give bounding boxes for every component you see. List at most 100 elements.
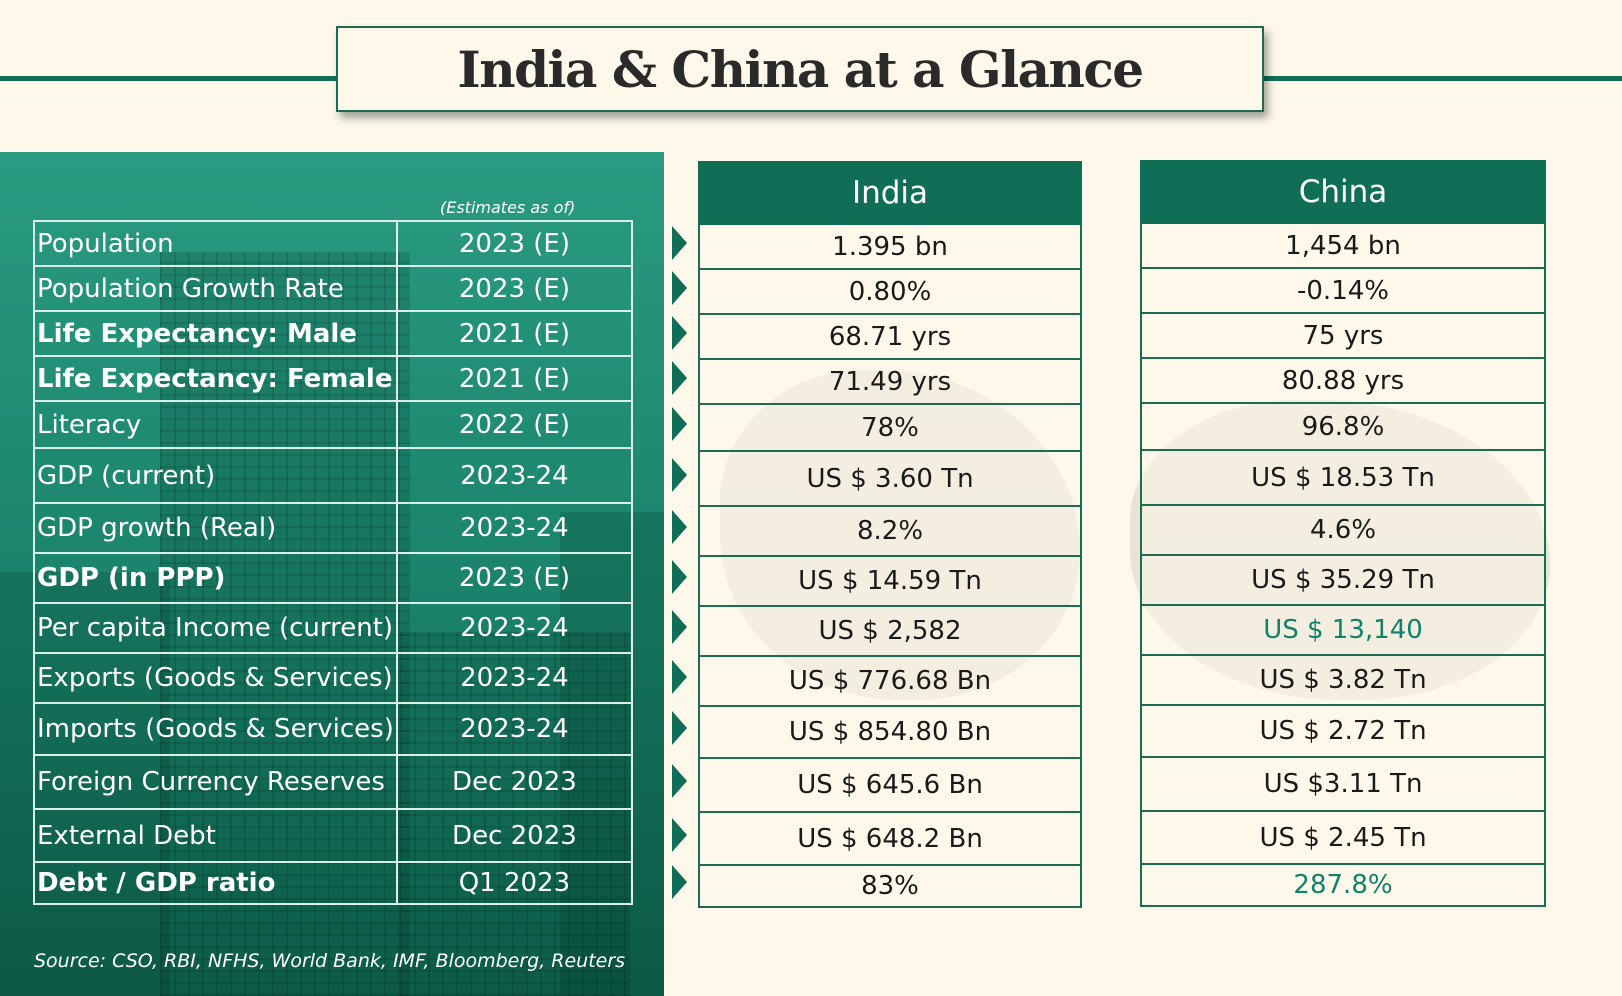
table-row: 71.49 yrs — [698, 358, 1082, 405]
china-value: 75 yrs — [1140, 312, 1546, 359]
estimate-period: 2023-24 — [395, 652, 634, 704]
china-value: 80.88 yrs — [1140, 357, 1546, 404]
china-header: China — [1140, 160, 1546, 224]
india-value: US $ 854.80 Bn — [698, 705, 1082, 759]
india-value: 68.71 yrs — [698, 313, 1082, 360]
indicator-label: Life Expectancy: Female — [33, 355, 398, 402]
indicator-table: Population 2023 (E) Population Growth Rate… — [33, 220, 634, 905]
table-row: 83% — [698, 864, 1082, 908]
india-value: 78% — [698, 403, 1082, 452]
table-row: 287.8% — [1140, 863, 1546, 907]
china-value: US $3.11 Tn — [1140, 756, 1546, 812]
india-table: India 1.395 bn 0.80% 68.71 yrs 71.49 yrs 78%… — [698, 161, 1082, 908]
india-value: US $ 776.68 Bn — [698, 655, 1082, 707]
table-row: Life Expectancy: Male 2021 (E) — [33, 310, 634, 357]
table-row: US $ 2.45 Tn — [1140, 810, 1546, 865]
estimate-period: 2023-24 — [395, 702, 634, 756]
table-row: 1,454 bn — [1140, 222, 1546, 269]
table-row: Imports (Goods & Services) 2023-24 — [33, 702, 634, 756]
indicator-label: GDP (current) — [33, 447, 398, 504]
row-arrow-icon — [672, 711, 687, 745]
indicator-label: GDP growth (Real) — [33, 502, 398, 554]
table-row: 1.395 bn — [698, 223, 1082, 270]
row-arrow-icon — [672, 817, 687, 852]
table-row: US $ 645.6 Bn — [698, 757, 1082, 813]
indicator-label: External Debt — [33, 808, 398, 863]
india-value: US $ 645.6 Bn — [698, 757, 1082, 813]
table-row: GDP growth (Real) 2023-24 — [33, 502, 634, 554]
table-row: US $ 2,582 — [698, 605, 1082, 657]
title-rule-right — [1264, 76, 1622, 81]
table-row: Per capita Income (current) 2023-24 — [33, 602, 634, 654]
indicator-label: Literacy — [33, 400, 398, 449]
estimates-note: (Estimates as of) — [440, 198, 576, 217]
estimate-period: 2023 (E) — [395, 220, 634, 267]
indicator-label: Per capita Income (current) — [33, 602, 398, 654]
row-arrow-icon — [672, 406, 687, 441]
indicator-label: Exports (Goods & Services) — [33, 652, 398, 704]
row-arrow-icon — [672, 865, 687, 899]
table-row: 96.8% — [1140, 402, 1546, 451]
estimate-period: Dec 2023 — [395, 808, 634, 863]
china-value: US $ 2.45 Tn — [1140, 810, 1546, 865]
india-value: US $ 3.60 Tn — [698, 450, 1082, 507]
china-table: China 1,454 bn -0.14% 75 yrs 80.88 yrs 96.8%… — [1140, 160, 1546, 907]
indicator-label: Population — [33, 220, 398, 267]
india-value: US $ 2,582 — [698, 605, 1082, 657]
row-arrow-icon — [672, 225, 687, 260]
estimate-period: Q1 2023 — [395, 861, 634, 905]
table-row: US $ 2.72 Tn — [1140, 704, 1546, 758]
row-arrow-icon — [672, 270, 687, 305]
row-arrow-icon — [672, 457, 687, 492]
china-value: 287.8% — [1140, 863, 1546, 907]
table-row: US $ 14.59 Tn — [698, 555, 1082, 607]
row-arrow-icon — [672, 560, 687, 594]
indicator-label: GDP (in PPP) — [33, 552, 398, 604]
row-arrow-icon — [672, 660, 687, 694]
table-row: External Debt Dec 2023 — [33, 808, 634, 863]
estimate-period: 2023-24 — [395, 447, 634, 504]
china-value: 4.6% — [1140, 504, 1546, 556]
india-value: US $ 14.59 Tn — [698, 555, 1082, 607]
table-row: Foreign Currency Reserves Dec 2023 — [33, 754, 634, 810]
china-value: -0.14% — [1140, 267, 1546, 314]
estimate-period: 2021 (E) — [395, 355, 634, 402]
china-value: 1,454 bn — [1140, 222, 1546, 269]
table-row: Population 2023 (E) — [33, 220, 634, 267]
china-value: US $ 2.72 Tn — [1140, 704, 1546, 758]
estimate-period: 2023-24 — [395, 502, 634, 554]
china-value: US $ 18.53 Tn — [1140, 449, 1546, 506]
table-row: GDP (current) 2023-24 — [33, 447, 634, 504]
table-row: US $3.11 Tn — [1140, 756, 1546, 812]
estimate-period: Dec 2023 — [395, 754, 634, 810]
table-row: 78% — [698, 403, 1082, 452]
row-arrow-icon — [672, 764, 687, 798]
estimate-period: 2023 (E) — [395, 552, 634, 604]
table-row: US $ 35.29 Tn — [1140, 554, 1546, 606]
china-value: US $ 3.82 Tn — [1140, 654, 1546, 706]
row-arrow-icon — [672, 360, 687, 395]
table-row: Literacy 2022 (E) — [33, 400, 634, 449]
indicator-label: Debt / GDP ratio — [33, 861, 398, 905]
table-row: 80.88 yrs — [1140, 357, 1546, 404]
row-arrow-icon — [672, 315, 687, 350]
table-row: Debt / GDP ratio Q1 2023 — [33, 861, 634, 905]
table-row: US $ 18.53 Tn — [1140, 449, 1546, 506]
page-title: India & China at a Glance — [457, 39, 1144, 99]
indicator-label: Population Growth Rate — [33, 265, 398, 312]
india-value: 1.395 bn — [698, 223, 1082, 270]
estimate-period: 2023 (E) — [395, 265, 634, 312]
table-row: -0.14% — [1140, 267, 1546, 314]
table-row: US $ 854.80 Bn — [698, 705, 1082, 759]
india-value: 83% — [698, 864, 1082, 908]
table-row: Exports (Goods & Services) 2023-24 — [33, 652, 634, 704]
table-row: US $ 776.68 Bn — [698, 655, 1082, 707]
table-row: Life Expectancy: Female 2021 (E) — [33, 355, 634, 402]
indicator-label: Life Expectancy: Male — [33, 310, 398, 357]
indicator-label: Imports (Goods & Services) — [33, 702, 398, 756]
table-row: 68.71 yrs — [698, 313, 1082, 360]
source-note: Source: CSO, RBI, NFHS, World Bank, IMF,… — [34, 950, 626, 972]
table-row: Population Growth Rate 2023 (E) — [33, 265, 634, 312]
estimate-period: 2022 (E) — [395, 400, 634, 449]
table-row: GDP (in PPP) 2023 (E) — [33, 552, 634, 604]
